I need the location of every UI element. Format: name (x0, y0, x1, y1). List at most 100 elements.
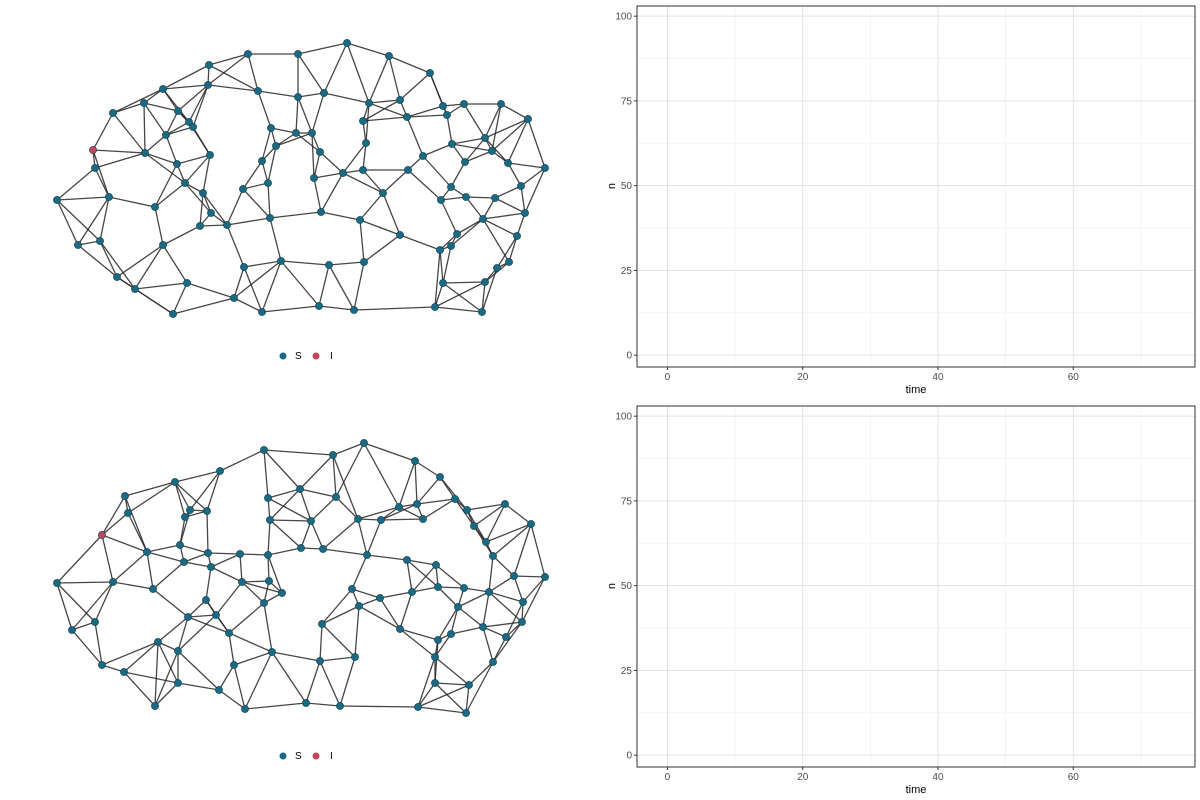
network-edge (450, 218, 484, 247)
y-tick-label: 50 (621, 181, 633, 192)
network-edge (508, 235, 518, 263)
network-edge (496, 235, 518, 269)
network-edge (269, 519, 312, 522)
network-edge (437, 586, 459, 608)
y-axis-ticks: 0 25 50 75 100 (615, 12, 637, 362)
susceptible-node (439, 279, 447, 287)
network-edge (233, 651, 273, 666)
susceptible-node (351, 653, 359, 661)
infected-node (98, 531, 106, 539)
network-edge (162, 88, 190, 123)
network-edge (482, 626, 494, 663)
susceptible-node (277, 257, 285, 265)
network-edge (143, 102, 179, 112)
network-edge (257, 90, 272, 129)
network-edge (358, 605, 401, 630)
network-edge (280, 260, 330, 266)
network-edge (143, 102, 167, 136)
network-edge (450, 606, 459, 635)
network-edge (183, 561, 212, 568)
network-edge (411, 586, 439, 593)
susceptible-node (447, 630, 455, 638)
network-edge (484, 103, 502, 139)
susceptible-node (53, 579, 61, 587)
network-edge (77, 196, 110, 246)
network-edge (335, 496, 359, 520)
network-edge (202, 154, 211, 194)
network-edge (440, 199, 458, 235)
network-edge (242, 182, 269, 190)
susceptible-node (454, 603, 462, 611)
susceptible-node (481, 134, 489, 142)
network-edge (437, 586, 465, 589)
susceptible-node (431, 653, 439, 661)
network-edge (116, 276, 174, 315)
susceptible-node (404, 166, 412, 174)
network-edge (353, 261, 365, 311)
susceptible-node (403, 556, 411, 564)
network-edge (363, 442, 400, 508)
network-edge (228, 602, 265, 634)
network-edge (380, 503, 418, 521)
network-edges (56, 42, 546, 315)
susceptible-node (266, 516, 274, 524)
susceptible-node (426, 69, 434, 77)
susceptible-node (154, 638, 162, 646)
network-edge (399, 628, 436, 658)
network-edge (368, 102, 408, 118)
network-edge (267, 554, 283, 594)
susceptible-node (204, 549, 212, 557)
network-edge (485, 503, 506, 543)
network-edge (270, 127, 297, 134)
network-edge (263, 449, 269, 499)
x-tick-label: 0 (665, 772, 671, 783)
network-edge (269, 211, 322, 219)
network-edge (261, 260, 282, 313)
susceptible-node (173, 160, 181, 168)
network-edge (434, 656, 470, 686)
network-edge (359, 219, 401, 236)
network-edge (208, 64, 259, 92)
susceptible-node (186, 506, 194, 514)
susceptible-node (131, 285, 139, 293)
network-edge (275, 132, 313, 147)
network-edge (339, 656, 356, 707)
susceptible-node (360, 439, 368, 447)
network-edge (300, 520, 312, 549)
susceptible-node (502, 633, 510, 641)
network-edge (243, 266, 263, 313)
susceptible-node (264, 551, 272, 559)
network-edge (434, 682, 470, 686)
susceptible-node (356, 216, 364, 224)
network-edge (154, 182, 186, 208)
network-edge (451, 137, 486, 145)
network-edge (382, 169, 409, 194)
network-edge (473, 503, 506, 527)
susceptible-node (174, 107, 182, 115)
susceptible-node (236, 550, 244, 558)
y-tick-label: 50 (621, 581, 633, 592)
network-edge (417, 656, 436, 708)
network-edge (482, 212, 526, 220)
network-edge (406, 105, 444, 118)
x-tick-label: 40 (932, 372, 944, 383)
network-edge (144, 152, 186, 184)
network-edge (417, 682, 436, 708)
network-edge (527, 118, 546, 169)
network-edge (263, 449, 301, 490)
network-edge (406, 559, 439, 588)
susceptible-node (278, 589, 286, 597)
x-axis-ticks: 0 20 40 60 (665, 367, 1079, 383)
susceptible-node (199, 189, 207, 197)
susceptible-node (513, 232, 521, 240)
susceptible-node (317, 208, 325, 216)
network-edge (406, 559, 413, 593)
susceptible-node (265, 577, 273, 585)
network-edge (243, 260, 282, 268)
susceptible-node (461, 158, 469, 166)
susceptible-node (207, 563, 215, 571)
network-edge (342, 142, 367, 174)
susceptible-node (296, 485, 304, 493)
susceptible-node (74, 241, 82, 249)
network-edge (318, 264, 330, 307)
